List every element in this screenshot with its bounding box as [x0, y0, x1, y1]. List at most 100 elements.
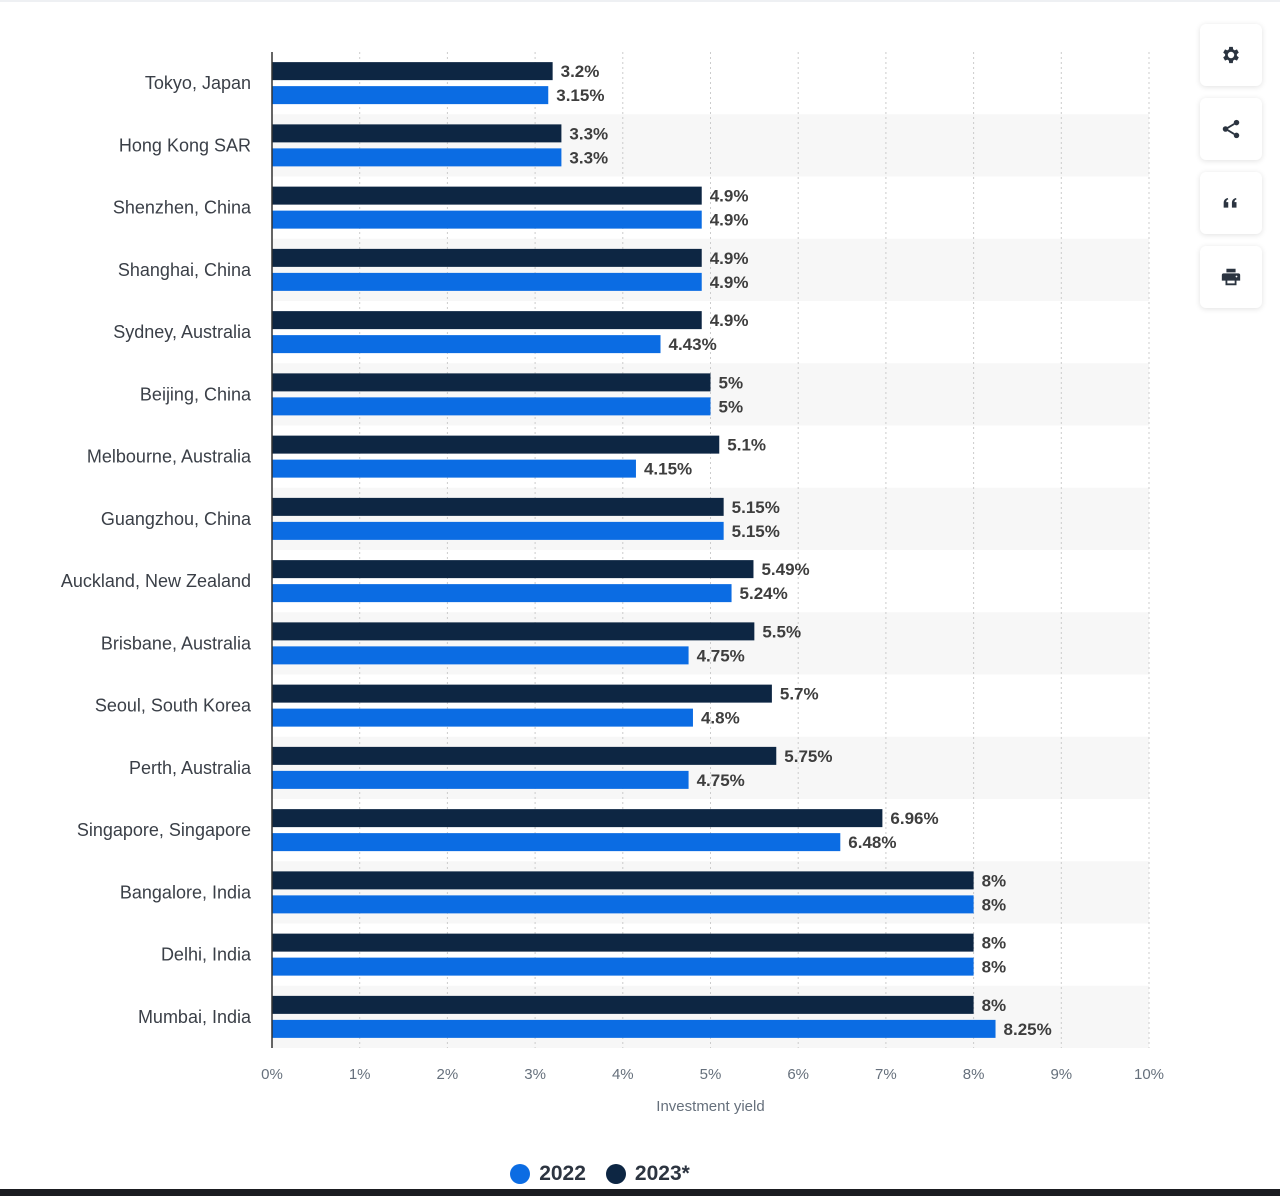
- category-label: Melbourne, Australia: [87, 447, 252, 467]
- data-label: 4.15%: [644, 460, 692, 479]
- bar-2023: [272, 435, 720, 454]
- bar-2023: [272, 684, 772, 703]
- data-label: 4.9%: [710, 273, 749, 292]
- category-label: Shenzhen, China: [113, 198, 252, 218]
- bar-2022: [272, 957, 974, 976]
- category-label: Delhi, India: [161, 945, 252, 965]
- data-label: 8%: [982, 958, 1007, 977]
- bar-2022: [272, 1019, 996, 1038]
- bar-2022: [272, 210, 702, 229]
- data-label: 4.9%: [710, 211, 749, 230]
- x-tick-label: 3%: [524, 1066, 546, 1083]
- cite-button[interactable]: [1200, 172, 1262, 234]
- bar-2022: [272, 770, 689, 789]
- data-label: 5%: [719, 397, 744, 416]
- x-tick-label: 7%: [875, 1066, 897, 1083]
- bar-2023: [272, 248, 702, 267]
- share-icon: [1222, 119, 1240, 139]
- data-label: 3.3%: [569, 148, 608, 167]
- legend-marker-2023: [605, 1164, 626, 1184]
- category-label: Bangalore, India: [120, 882, 252, 902]
- bar-2023: [272, 311, 702, 330]
- category-label: Auckland, New Zealand: [61, 571, 251, 591]
- bar-2023: [272, 186, 702, 205]
- bar-2022: [272, 584, 732, 603]
- chart-legend: 2022 2023*: [0, 1158, 1200, 1190]
- category-label: Shanghai, China: [118, 260, 252, 280]
- bar-2023: [272, 373, 711, 392]
- data-label: 5.1%: [727, 436, 766, 455]
- chart-toolbar: [1200, 24, 1262, 320]
- bar-2023: [272, 560, 754, 579]
- bar-2022: [272, 833, 841, 852]
- category-label: Perth, Australia: [129, 758, 252, 778]
- bar-2023: [272, 497, 724, 516]
- x-tick-label: 4%: [612, 1066, 634, 1083]
- bar-2022: [272, 521, 724, 540]
- x-tick-label: 2%: [437, 1066, 459, 1083]
- share-button[interactable]: [1200, 98, 1262, 160]
- category-label: Singapore, Singapore: [77, 820, 251, 840]
- data-label: 8%: [982, 895, 1007, 914]
- data-label: 4.75%: [697, 771, 745, 790]
- bottom-bar: [0, 1189, 1280, 1196]
- bar-2022: [272, 646, 689, 665]
- data-label: 4.9%: [710, 249, 749, 268]
- legend-item-2022[interactable]: 2022: [510, 1162, 586, 1186]
- category-label: Seoul, South Korea: [95, 696, 252, 716]
- x-tick-label: 0%: [261, 1066, 283, 1083]
- bar-2022: [272, 895, 974, 914]
- data-label: 5.15%: [732, 498, 780, 517]
- legend-label-2023: 2023*: [634, 1162, 690, 1185]
- data-label: 4.43%: [669, 335, 717, 354]
- legend-marker-2022: [510, 1164, 531, 1184]
- x-axis-title: Investment yield: [656, 1098, 764, 1115]
- data-label: 8%: [982, 934, 1007, 953]
- bar-2022: [272, 86, 549, 105]
- quote-icon: [1223, 197, 1237, 208]
- data-label: 6.96%: [890, 809, 938, 828]
- bar-2023: [272, 622, 755, 641]
- data-label: 5.24%: [740, 584, 788, 603]
- bar-2023: [272, 871, 974, 890]
- x-tick-label: 6%: [787, 1066, 809, 1083]
- data-label: 4.8%: [701, 709, 740, 728]
- bar-2022: [272, 335, 661, 354]
- top-divider: [0, 0, 1280, 2]
- category-label: Beijing, China: [140, 384, 252, 404]
- print-button[interactable]: [1200, 246, 1262, 308]
- print-icon: [1221, 268, 1241, 286]
- x-tick-label: 9%: [1050, 1066, 1072, 1083]
- data-label: 5.75%: [784, 747, 832, 766]
- x-tick-label: 5%: [700, 1066, 722, 1083]
- bar-2022: [272, 459, 636, 478]
- bar-2022: [272, 708, 693, 727]
- data-label: 5%: [719, 373, 744, 392]
- data-label: 4.9%: [710, 187, 749, 206]
- bar-2022: [272, 397, 711, 416]
- x-tick-label: 1%: [349, 1066, 371, 1083]
- legend-label-2022: 2022: [539, 1162, 586, 1185]
- bar-chart: 0% 1% 2% 3% 4% 5% 6% 7% 8% 9% 10% Investment yield T…: [61, 52, 1164, 1115]
- data-label: 3.2%: [561, 62, 600, 81]
- legend-item-2023[interactable]: 2023*: [605, 1162, 690, 1186]
- bar-2022: [272, 148, 562, 167]
- bar-2023: [272, 746, 777, 765]
- category-label: Mumbai, India: [138, 1007, 252, 1027]
- category-label: Guangzhou, China: [101, 509, 252, 529]
- data-label: 4.75%: [697, 646, 745, 665]
- data-label: 5.7%: [780, 685, 819, 704]
- data-label: 4.9%: [710, 311, 749, 330]
- x-tick-label: 10%: [1134, 1066, 1164, 1083]
- data-label: 3.15%: [556, 86, 604, 105]
- bar-2022: [272, 272, 702, 291]
- bar-2023: [272, 124, 562, 143]
- bar-2023: [272, 62, 553, 81]
- settings-button[interactable]: [1200, 24, 1262, 86]
- data-label: 5.5%: [762, 622, 801, 641]
- data-label: 8%: [982, 871, 1007, 890]
- bar-2023: [272, 809, 883, 828]
- data-label: 5.15%: [732, 522, 780, 541]
- data-label: 8%: [982, 996, 1007, 1015]
- bar-2023: [272, 933, 974, 952]
